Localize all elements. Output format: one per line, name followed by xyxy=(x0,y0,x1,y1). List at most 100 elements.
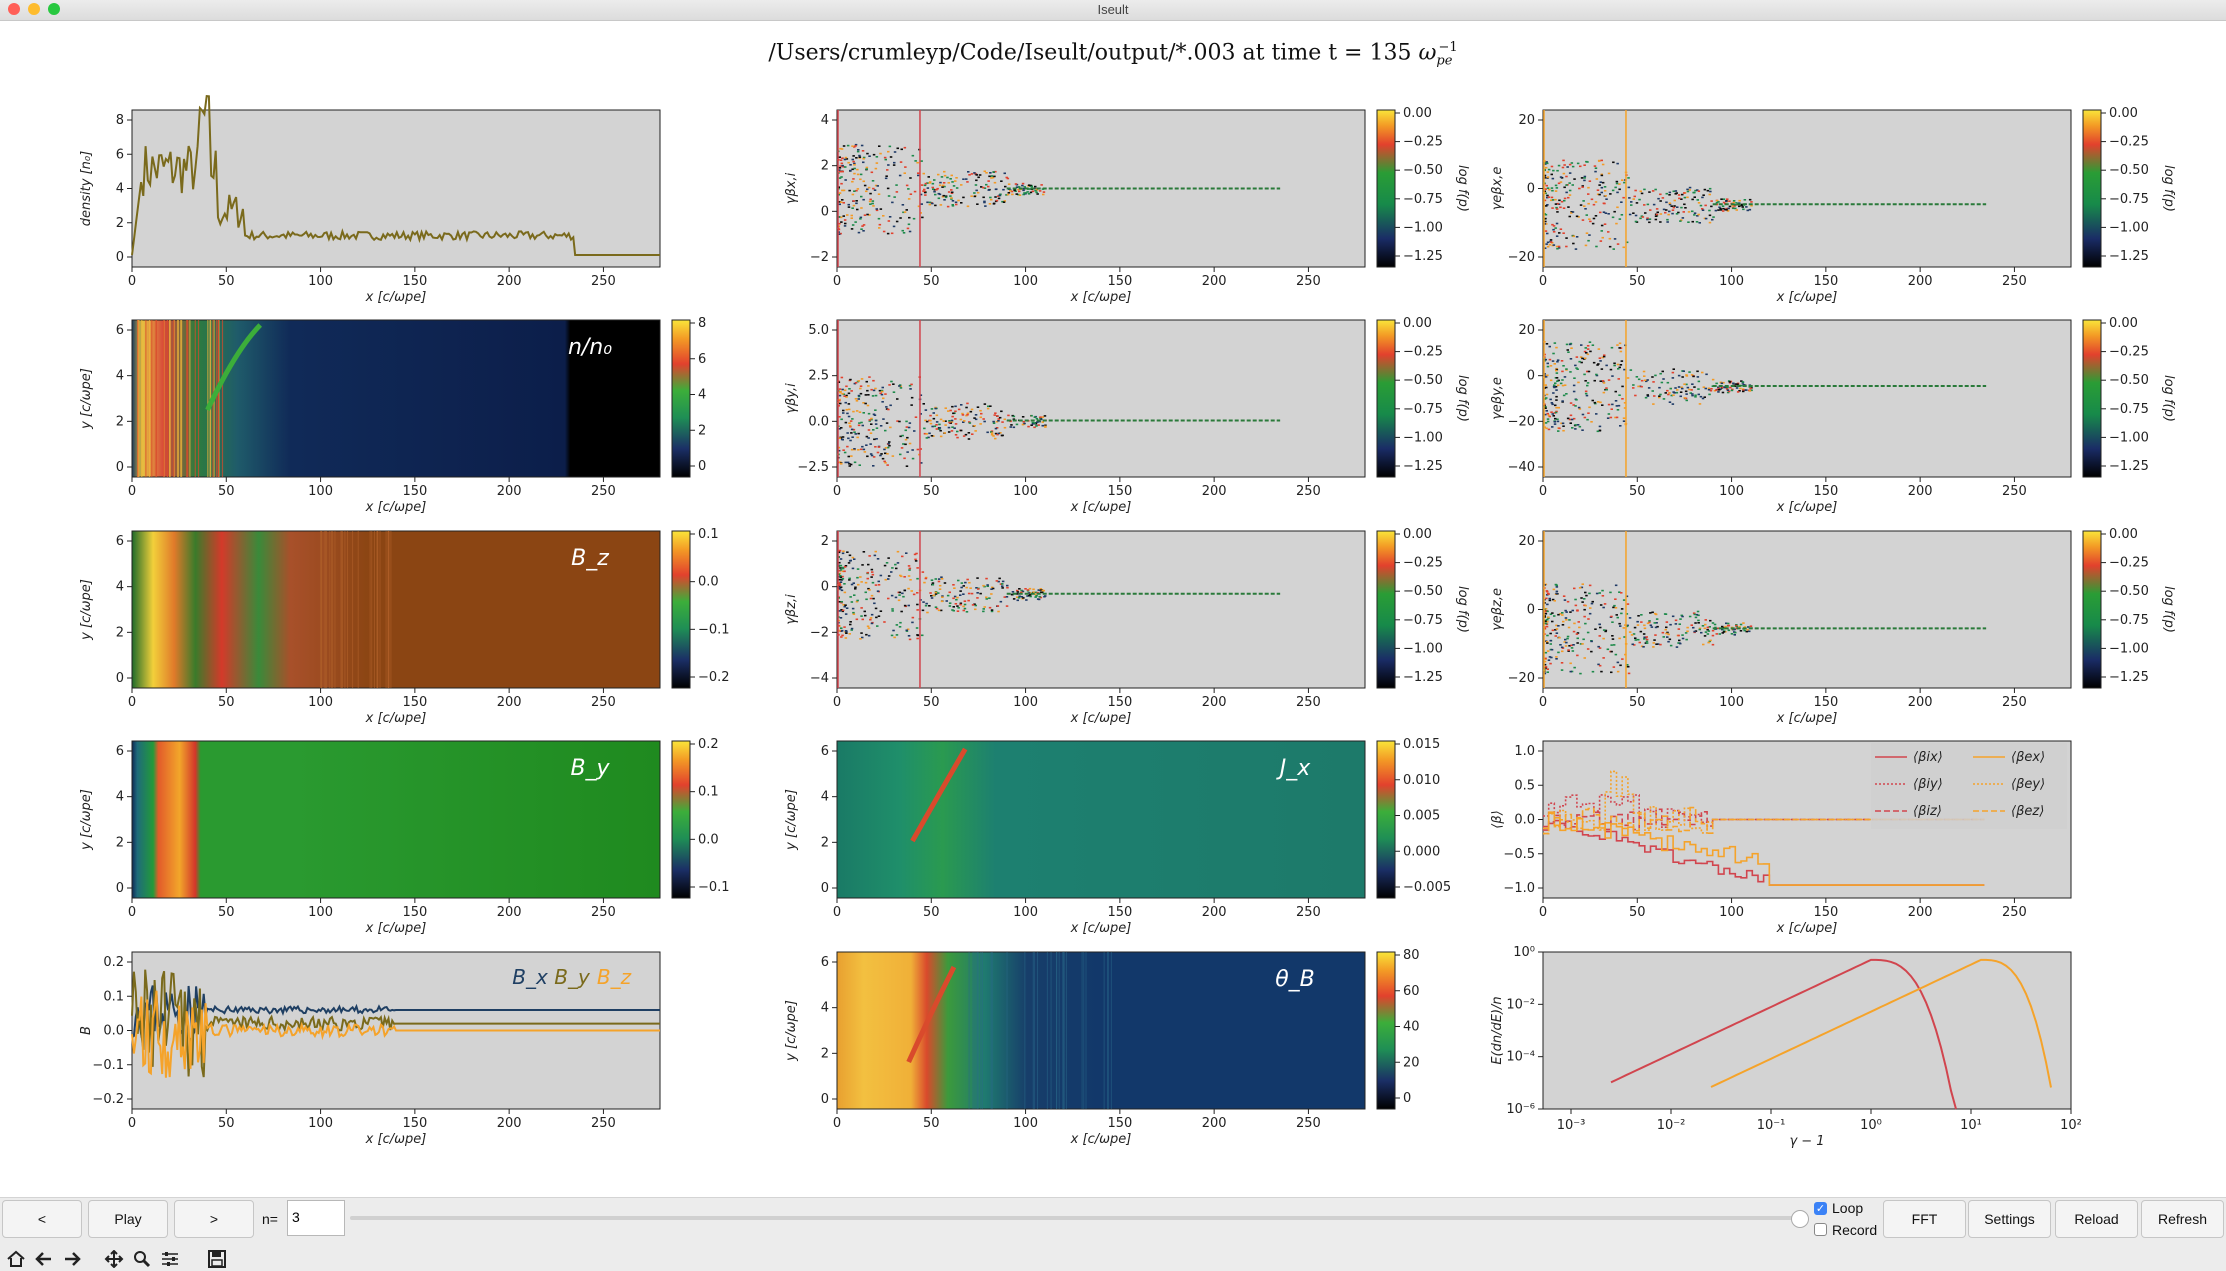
py-ion-panel-point xyxy=(996,415,999,417)
forward-arrow-icon[interactable] xyxy=(60,1249,84,1269)
px-electron-panel-point xyxy=(1622,246,1625,249)
px-electron-panel-point xyxy=(1571,165,1575,168)
loop-checkbox[interactable]: ✓ xyxy=(1814,1202,1827,1215)
pz-ion-panel-cbar-tick-label: −0.25 xyxy=(1403,556,1443,571)
py-ion-panel-point xyxy=(865,444,868,446)
pz-ion-panel-point xyxy=(871,573,875,576)
py-electron-panel-point xyxy=(1574,424,1577,426)
fft-button[interactable]: FFT xyxy=(1883,1200,1966,1238)
px-electron-panel-point xyxy=(1600,230,1603,232)
px-electron-panel-point xyxy=(1722,201,1726,204)
prev-frame-button[interactable]: < xyxy=(2,1200,82,1238)
px-ion-panel-point xyxy=(840,182,843,185)
py-electron-panel-point xyxy=(1572,384,1576,387)
zoom-window-icon[interactable] xyxy=(48,3,60,15)
px-ion-panel-point xyxy=(844,166,847,168)
pan-icon[interactable] xyxy=(102,1249,126,1269)
play-button[interactable]: Play xyxy=(88,1200,168,1238)
home-icon[interactable] xyxy=(4,1249,28,1269)
px-electron-panel-point xyxy=(1550,173,1553,176)
pz-electron-panel-point xyxy=(1679,618,1682,620)
px-ion-panel-point xyxy=(866,213,869,216)
pz-ion-panel-point xyxy=(861,636,864,639)
pz-ion-panel-point xyxy=(887,575,891,577)
pz-ion-panel-point xyxy=(990,610,994,613)
py-ion-panel-point xyxy=(868,419,871,421)
figure-title: /Users/crumleyp/Code/Iseult/output/*.003… xyxy=(0,40,2226,69)
py-electron-panel-point xyxy=(1689,392,1692,394)
py-electron-panel-point xyxy=(1555,377,1559,379)
py-electron-panel-point xyxy=(1617,378,1620,380)
pz-electron-panel-point xyxy=(1549,639,1552,642)
by-map-panel-xtick-label: 150 xyxy=(402,905,427,920)
px-electron-panel-frame xyxy=(1542,109,2072,268)
spectrum-xtick-label: 10⁻¹ xyxy=(1757,1118,1786,1133)
px-electron-panel-point xyxy=(1648,218,1652,220)
px-ion-panel-point xyxy=(895,220,899,223)
px-ion-panel-point xyxy=(852,178,855,180)
px-ion-panel-point xyxy=(919,193,923,196)
px-ion-panel-point xyxy=(966,205,970,208)
py-ion-panel-point xyxy=(844,421,848,424)
pz-ion-panel-point xyxy=(952,597,955,600)
py-ion-panel-point xyxy=(845,394,848,397)
pz-electron-panel-ytick-label: 0 xyxy=(1527,603,1535,618)
py-electron-panel-point xyxy=(1643,379,1647,382)
back-arrow-icon[interactable] xyxy=(32,1249,56,1269)
ion-spectrum-line xyxy=(1610,958,1957,1110)
by-map-cbar-tick-label: 0.0 xyxy=(698,832,719,847)
px-ion-panel-point xyxy=(987,180,990,182)
pz-electron-panel-point xyxy=(1588,612,1592,615)
px-electron-panel-xtick-label: 0 xyxy=(1539,274,1547,289)
frame-slider-track[interactable] xyxy=(350,1216,1802,1220)
py-electron-panel-point xyxy=(1595,413,1598,415)
py-electron-panel-point xyxy=(1574,405,1577,407)
py-ion-panel-point xyxy=(974,414,978,416)
py-ion-panel-point xyxy=(878,389,882,392)
settings-button[interactable]: Settings xyxy=(1968,1200,2051,1238)
pz-ion-panel-point xyxy=(1025,599,1028,601)
px-ion-panel-point xyxy=(878,145,881,147)
close-window-icon[interactable] xyxy=(8,3,20,15)
px-ion-panel-point xyxy=(926,182,929,184)
py-ion-panel-point xyxy=(1012,418,1016,420)
bz-map-colorbar xyxy=(671,530,691,689)
py-ion-panel-point xyxy=(901,434,904,437)
pz-electron-panel-point xyxy=(1674,623,1678,625)
px-electron-panel-point xyxy=(1563,199,1566,202)
px-ion-panel-point xyxy=(944,196,948,199)
px-ion-panel-point xyxy=(1022,193,1025,196)
pz-ion-panel-point xyxy=(921,571,925,573)
pz-ion-panel-point xyxy=(985,577,988,580)
px-electron-panel-point xyxy=(1704,204,1707,207)
frame-slider-handle[interactable] xyxy=(1791,1210,1809,1228)
record-checkbox[interactable] xyxy=(1814,1223,1827,1236)
py-ion-panel-point xyxy=(905,426,909,428)
pz-ion-panel-cbar-tick-label: −0.75 xyxy=(1403,613,1443,628)
py-ion-panel-point xyxy=(864,394,868,396)
pz-electron-panel-point xyxy=(1571,609,1574,612)
frame-number-input[interactable]: 3 xyxy=(287,1200,345,1236)
next-frame-button[interactable]: > xyxy=(174,1200,254,1238)
save-icon[interactable] xyxy=(205,1249,229,1269)
pz-ion-panel-cbar-label: log f(p) xyxy=(1455,586,1470,633)
py-electron-panel-point xyxy=(1690,389,1693,391)
reload-button[interactable]: Reload xyxy=(2055,1200,2138,1238)
pz-ion-panel-point xyxy=(892,629,895,632)
px-electron-panel-point xyxy=(1709,190,1712,193)
px-electron-panel-point xyxy=(1600,159,1603,162)
bz-map-panel-xlabel: x [c/ωpe] xyxy=(365,711,427,726)
minimize-window-icon[interactable] xyxy=(28,3,40,15)
theta-map-panel-xlabel: x [c/ωpe] xyxy=(1070,1132,1132,1147)
zoom-icon[interactable] xyxy=(130,1249,154,1269)
py-electron-panel-point xyxy=(1670,394,1673,397)
configure-icon[interactable] xyxy=(158,1249,182,1269)
pz-ion-panel-point xyxy=(852,611,855,614)
py-electron-panel-point xyxy=(1605,364,1608,367)
pz-electron-panel-point xyxy=(1700,631,1703,634)
px-ion-panel-point xyxy=(935,188,938,191)
pz-electron-panel-point xyxy=(1643,636,1646,639)
py-electron-panel-xlabel: x [c/ωpe] xyxy=(1776,500,1838,515)
py-electron-panel-point xyxy=(1637,385,1640,388)
refresh-button[interactable]: Refresh xyxy=(2141,1200,2224,1238)
